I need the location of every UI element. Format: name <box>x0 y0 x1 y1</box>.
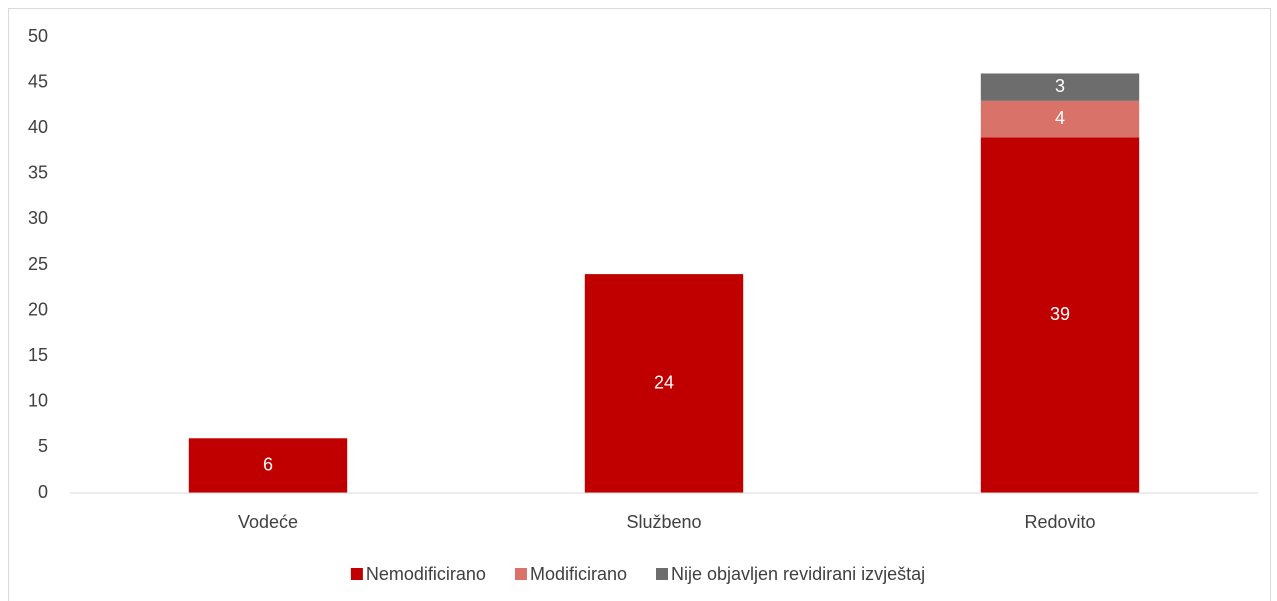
bar-segment <box>980 100 1140 138</box>
y-tick-label: 35 <box>28 163 48 183</box>
y-tick-label: 10 <box>28 391 48 411</box>
x-tick-label: Vodeće <box>238 512 298 532</box>
y-tick-label: 45 <box>28 71 48 91</box>
legend-label: Nije objavljen revidirani izvještaj <box>671 564 925 584</box>
legend-swatch <box>350 568 363 580</box>
data-label: 39 <box>1050 304 1070 324</box>
x-tick-label: Službeno <box>626 512 701 532</box>
y-tick-label: 20 <box>28 299 48 319</box>
y-tick-label: 5 <box>38 436 48 456</box>
legend-swatch <box>514 568 527 580</box>
bar-segment <box>188 438 348 493</box>
legend-swatch <box>656 568 668 580</box>
legend-label: Modificirano <box>530 564 627 584</box>
y-tick-label: 15 <box>28 345 48 365</box>
bar-segment <box>584 274 744 493</box>
chart-border <box>8 8 1271 601</box>
data-label: 4 <box>1055 108 1065 128</box>
y-tick-label: 50 <box>28 26 48 46</box>
bar-segment <box>980 137 1140 493</box>
data-label: 6 <box>263 454 273 474</box>
y-tick-label: 40 <box>28 117 48 137</box>
data-label: 3 <box>1055 76 1065 96</box>
data-label: 24 <box>654 372 674 392</box>
y-tick-label: 25 <box>28 254 48 274</box>
bar-segment <box>980 73 1140 101</box>
y-tick-label: 30 <box>28 208 48 228</box>
y-tick-label: 0 <box>38 482 48 502</box>
legend-label: Nemodificirano <box>366 564 486 584</box>
x-tick-label: Redovito <box>1024 512 1095 532</box>
